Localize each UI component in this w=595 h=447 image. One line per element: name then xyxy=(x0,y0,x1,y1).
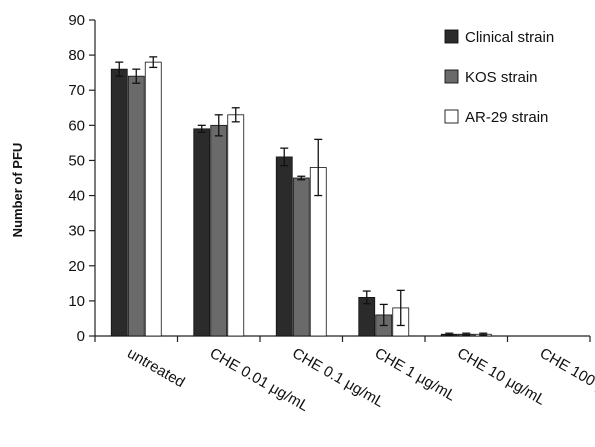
bar xyxy=(144,61,162,337)
legend-label: KOS strain xyxy=(465,69,538,86)
y-axis-title: Number of PFU xyxy=(10,143,25,238)
legend-swatch xyxy=(444,29,459,44)
y-tick-label: 40 xyxy=(68,188,85,205)
y-tick-label: 80 xyxy=(68,47,85,64)
legend: Clinical strain KOS strain AR-29 strain xyxy=(444,29,554,126)
category-label: CHE 100 μg/mL xyxy=(537,345,595,413)
bar xyxy=(110,68,128,337)
bar xyxy=(292,177,310,337)
y-tick-label: 10 xyxy=(68,293,85,310)
y-tick-label: 70 xyxy=(68,82,85,99)
legend-swatch xyxy=(444,69,459,84)
bar xyxy=(227,114,245,337)
y-tick-label: 20 xyxy=(68,258,85,275)
y-tick-label: 30 xyxy=(68,223,85,240)
category-label: untreated xyxy=(124,345,187,391)
bar xyxy=(210,124,228,337)
bar xyxy=(193,128,211,337)
legend-label: Clinical strain xyxy=(465,29,554,46)
y-tick-label: 50 xyxy=(68,152,85,169)
category-label: CHE 10 μg/mL xyxy=(454,345,548,409)
error-bars xyxy=(115,56,488,336)
legend-swatch xyxy=(444,109,459,124)
axes: 0 10 20 30 40 50 60 70 80 90 xyxy=(68,12,591,345)
bar xyxy=(127,75,145,337)
y-tick-label: 90 xyxy=(68,12,85,29)
y-tick-label: 60 xyxy=(68,117,85,134)
legend-label: AR-29 strain xyxy=(465,109,548,126)
y-tick-label: 0 xyxy=(77,328,85,345)
bars xyxy=(110,61,492,337)
bar xyxy=(275,156,293,337)
